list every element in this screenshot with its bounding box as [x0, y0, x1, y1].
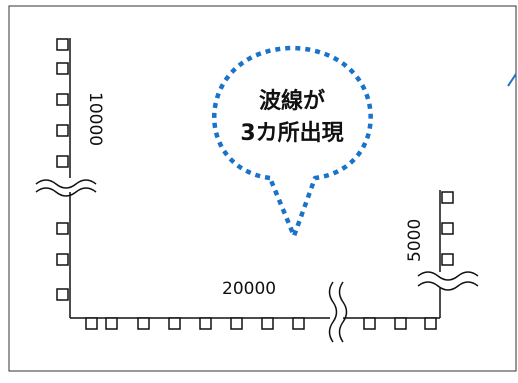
tick-square — [56, 124, 69, 137]
tick-square — [56, 253, 69, 266]
tick-square — [441, 222, 454, 235]
tick-square — [105, 317, 118, 330]
tick-square — [261, 317, 274, 330]
tick-square — [56, 93, 69, 106]
tick-square — [168, 317, 181, 330]
vertical-axis-ticks — [56, 38, 69, 301]
callout-bubble — [212, 45, 373, 239]
vertical-right-label: 5000 — [405, 219, 425, 262]
tick-square — [441, 253, 454, 266]
tick-square — [363, 317, 376, 330]
tick-square — [424, 317, 437, 330]
wavy-break-vertical — [35, 179, 97, 197]
tick-square — [292, 317, 305, 330]
tick-square — [85, 317, 98, 330]
callout-line-2: 3カ所出現 — [240, 121, 343, 146]
diagram-frame — [8, 5, 517, 372]
tick-square — [56, 288, 69, 301]
wavy-break-horizontal — [328, 281, 348, 343]
tick-square — [56, 38, 69, 51]
tick-square — [199, 317, 212, 330]
tick-square — [441, 191, 454, 204]
wavy-break-right — [417, 271, 479, 291]
tick-square — [56, 222, 69, 235]
tick-square — [137, 317, 150, 330]
tick-square — [230, 317, 243, 330]
accent-mark — [507, 73, 517, 87]
tick-square — [394, 317, 407, 330]
horizontal-axis-ticks — [85, 317, 437, 330]
horizontal-bottom-label: 20000 — [222, 279, 276, 299]
vertical-main-label: 10000 — [85, 92, 105, 146]
callout-line-1: 波線が — [259, 88, 325, 114]
tick-square — [56, 155, 69, 168]
tick-square — [56, 62, 69, 75]
right-vertical-ticks — [441, 191, 454, 266]
